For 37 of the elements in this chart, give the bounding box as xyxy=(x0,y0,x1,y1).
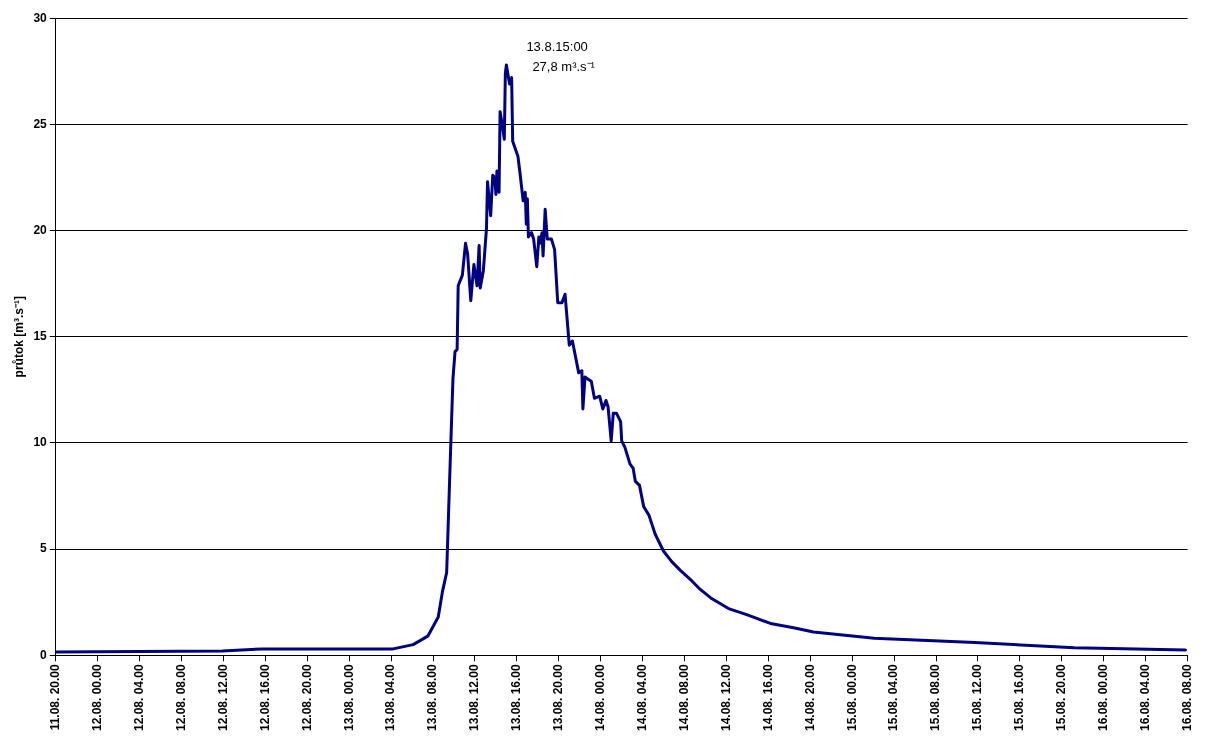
x-tick-label: 14.08. 08.00 xyxy=(676,663,691,732)
x-tick-label: 15.08. 12.00 xyxy=(970,663,985,732)
x-tick-label: 15.08. 16.00 xyxy=(1012,663,1027,732)
x-tick-label: 16.08. 00.00 xyxy=(1096,663,1111,732)
y-tick-label: 25 xyxy=(33,116,48,131)
y-axis-title: průtok [m³.s⁻¹] xyxy=(11,296,26,378)
y-tick-label: 15 xyxy=(33,329,48,344)
x-tick-label: 14.08. 04.00 xyxy=(634,663,649,732)
x-tick-label: 15.08. 08.00 xyxy=(928,663,943,732)
x-tick-label: 12.08. 12.00 xyxy=(215,663,230,732)
x-tick-label: 15.08. 04.00 xyxy=(886,663,901,732)
x-tick-label: 13.08. 08.00 xyxy=(425,663,440,732)
y-tick-label: 5 xyxy=(40,541,48,556)
annotation: 13.8.15:00 27,8 m³.s⁻¹ xyxy=(526,38,596,74)
x-tick-label: 12.08. 08.00 xyxy=(173,663,188,732)
x-tick-label: 14.08. 00.00 xyxy=(593,663,608,732)
x-tick-label: 12.08. 04.00 xyxy=(131,663,146,732)
x-tick-label: 14.08. 20.00 xyxy=(802,663,817,732)
x-tick-label: 15.08. 20.00 xyxy=(1054,663,1069,732)
x-tick-label: 16.08. 08.00 xyxy=(1179,663,1194,732)
x-tick-label: 15.08. 00.00 xyxy=(844,663,859,732)
y-tick-label: 30 xyxy=(33,10,48,25)
x-tick-label: 13.08. 20.00 xyxy=(551,663,566,732)
x-tick-label: 14.08. 16.00 xyxy=(760,663,775,732)
x-tick-label: 12.08. 20.00 xyxy=(299,663,314,732)
x-tick-label: 13.08. 00.00 xyxy=(341,663,356,732)
x-tick-label: 13.08. 12.00 xyxy=(467,663,482,732)
x-tick-label: 11.08. 20.00 xyxy=(48,663,63,731)
x-tick-label: 12.08. 16.00 xyxy=(257,663,272,732)
x-tick-label: 13.08. 16.00 xyxy=(509,663,524,732)
x-tick-label: 13.08. 04.00 xyxy=(383,663,398,732)
x-tick-label: 16.08. 04.00 xyxy=(1137,663,1152,732)
x-tick-label: 14.08. 12.00 xyxy=(718,663,733,732)
y-tick-label: 0 xyxy=(40,647,48,662)
x-tick-label: 12.08. 00.00 xyxy=(89,663,104,732)
y-tick-label: 10 xyxy=(33,435,48,450)
y-tick-label: 20 xyxy=(33,222,48,237)
